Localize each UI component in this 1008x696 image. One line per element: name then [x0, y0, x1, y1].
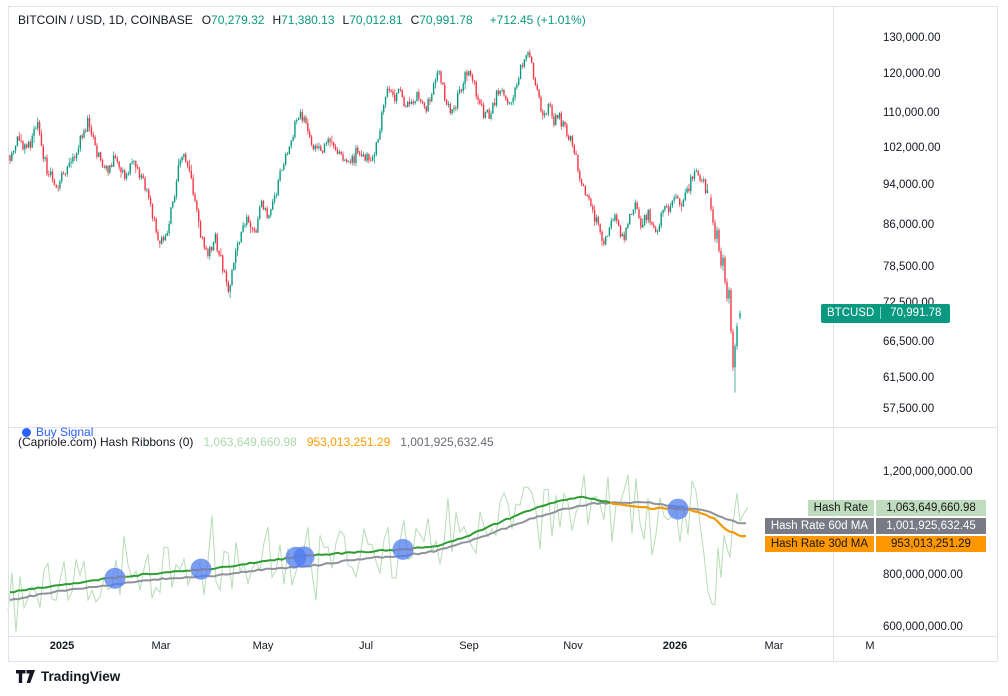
ohlc-l: L70,012.81 [342, 13, 403, 27]
hash-rate-raw-line [7, 474, 749, 633]
indicator-legend: (Capriole.com) Hash Ribbons (0) 1,063,64… [18, 435, 504, 449]
indicator-value: 953,013,251.29 [306, 435, 391, 449]
indicator-value: 1,063,649,660.98 [203, 435, 297, 449]
last-price-badge: BTCUSD 70,991.78 [821, 303, 951, 323]
widget-right-border [997, 6, 998, 661]
change-value: +712.45 (+1.01%) [489, 13, 586, 27]
time-tick-label: Jul [358, 640, 374, 652]
hash-ribbons-series [7, 474, 749, 633]
time-tick-label: Sep [459, 640, 479, 652]
badge-value: 1,063,649,660.98 [876, 500, 986, 516]
widget-bottom-border [8, 661, 997, 662]
price-tick-label: 102,000.00 [883, 141, 941, 154]
badge-label: Hash Rate [807, 500, 874, 516]
buy-signal-marker[interactable] [190, 558, 212, 580]
time-tick-label: Nov [563, 640, 583, 652]
buy-signal-marker[interactable] [667, 498, 689, 520]
time-tick-label: 2026 [662, 640, 688, 652]
indicator-tick-label: 800,000,000.00 [883, 568, 963, 581]
hash-rate-60d-ma-line [9, 500, 746, 602]
price-tick-label: 130,000.00 [883, 31, 941, 44]
badge-value: 953,013,251.29 [876, 536, 986, 552]
candlestick-series [9, 49, 741, 393]
time-tick-label: 2025 [49, 640, 75, 652]
indicator-value: 1,001,925,632.45 [400, 435, 494, 449]
time-tick-label: M [865, 640, 875, 652]
badge-ma30: Hash Rate 30d MA 953,013,251.29 [764, 536, 986, 552]
badge-label: Hash Rate 30d MA [764, 536, 874, 552]
badge-label: Hash Rate 60d MA [764, 518, 874, 534]
price-tick-label: 86,000.00 [883, 219, 935, 232]
price-tick-label: 61,500.00 [883, 371, 935, 384]
ohlc-h: H71,380.13 [272, 13, 335, 27]
ohlc-values: O70,279.32 H71,380.13 L70,012.81 C70,991.78 [202, 13, 481, 27]
tradingview-logo-icon[interactable] [16, 669, 35, 684]
badge-ma60: Hash Rate 60d MA 1,001,925,632.45 [764, 518, 986, 534]
symbol-legend: BITCOIN / USD, 1D, COINBASE O70,279.32 H7… [18, 13, 586, 27]
badge-value: 1,001,925,632.45 [876, 518, 986, 534]
price-tick-label: 66,500.00 [883, 336, 935, 349]
footer: TradingView [16, 669, 120, 684]
buy-signal-dot-icon [22, 427, 31, 437]
buy-signal-legend[interactable]: Buy Signal [22, 425, 93, 439]
brand-name[interactable]: TradingView [41, 669, 121, 684]
indicator-title[interactable]: (Capriole.com) Hash Ribbons (0) [18, 435, 194, 449]
widget-top-border [8, 6, 997, 7]
buy-signal-marker[interactable] [293, 546, 315, 568]
time-axis-separator [8, 636, 997, 637]
badge-symbol: BTCUSD [821, 307, 882, 320]
buy-signal-marker[interactable] [392, 538, 414, 560]
time-tick-label: May [252, 640, 274, 652]
indicator-tick-label: 1,200,000,000.00 [883, 465, 973, 478]
price-tick-label: 78,500.00 [883, 260, 935, 273]
indicator-tick-label: 600,000,000.00 [883, 620, 963, 633]
badge-hash_rate: Hash Rate 1,063,649,660.98 [807, 500, 986, 516]
buy-signal-marker[interactable] [104, 567, 126, 589]
symbol-title[interactable]: BITCOIN / USD, 1D, COINBASE [18, 13, 193, 27]
price-scale-separator[interactable] [833, 6, 834, 661]
price-tick-label: 120,000.00 [883, 67, 941, 80]
widget-left-border [8, 6, 9, 661]
indicator-legend-values: 1,063,649,660.98 953,013,251.29 1,001,925,… [203, 435, 503, 449]
time-tick-label: Mar [764, 640, 784, 652]
ohlc-c: C70,991.78 [410, 13, 473, 27]
ohlc-o: O70,279.32 [201, 13, 265, 27]
badge-price: 70,991.78 [890, 307, 942, 320]
buy-signal-label: Buy Signal [36, 425, 94, 439]
price-tick-label: 94,000.00 [883, 178, 935, 191]
time-tick-label: Mar [151, 640, 171, 652]
pane-separator[interactable] [8, 427, 997, 428]
price-tick-label: 110,000.00 [883, 107, 940, 120]
price-tick-label: 57,500.00 [883, 402, 935, 415]
